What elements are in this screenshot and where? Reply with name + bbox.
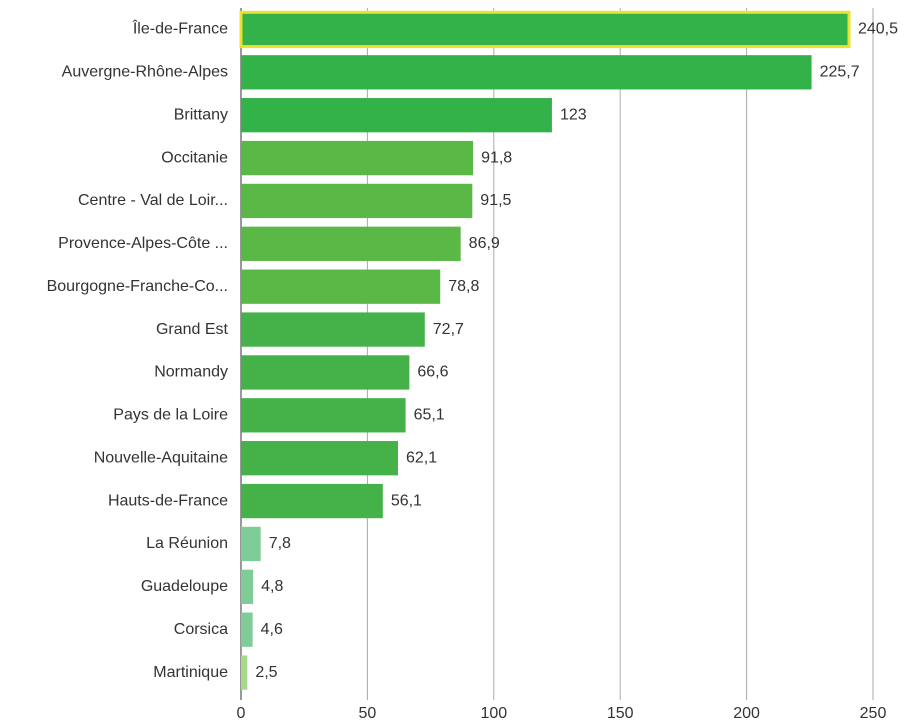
y-tick-label: Provence-Alpes-Côte ... xyxy=(58,235,228,252)
value-label: 72,7 xyxy=(433,321,464,338)
x-tick-label: 100 xyxy=(480,705,507,722)
y-tick-label: Martinique xyxy=(153,664,228,681)
value-label: 123 xyxy=(560,106,587,123)
bar xyxy=(241,55,812,90)
value-label: 240,5 xyxy=(858,21,898,38)
bar xyxy=(241,526,261,562)
bar xyxy=(241,398,406,433)
y-tick-label: Guadeloupe xyxy=(141,578,228,595)
value-label: 56,1 xyxy=(391,492,422,509)
y-tick-label: Pays de la Loire xyxy=(113,407,228,424)
value-label: 86,9 xyxy=(469,235,500,252)
y-tick-label: Centre - Val de Loir... xyxy=(78,192,228,209)
value-label: 91,8 xyxy=(481,149,512,166)
bar xyxy=(241,140,474,176)
value-label: 66,6 xyxy=(417,364,448,381)
y-tick-label: Corsica xyxy=(174,621,228,638)
value-label: 65,1 xyxy=(414,407,445,424)
y-tick-label: Brittany xyxy=(174,106,228,123)
bar xyxy=(241,355,410,390)
value-label: 4,6 xyxy=(261,621,283,638)
bar xyxy=(241,183,473,219)
value-label: 78,8 xyxy=(448,278,479,295)
x-tick-label: 250 xyxy=(860,705,887,722)
value-label: 225,7 xyxy=(820,64,860,81)
value-label: 7,8 xyxy=(269,535,291,552)
y-tick-label: Occitanie xyxy=(161,149,228,166)
y-tick-label: La Réunion xyxy=(146,535,228,552)
y-tick-label: Bourgogne-Franche-Co... xyxy=(47,278,228,295)
bar xyxy=(241,312,425,347)
bar xyxy=(241,441,398,476)
bar xyxy=(241,269,441,304)
x-tick-label: 0 xyxy=(237,705,246,722)
value-label: 4,8 xyxy=(261,578,283,595)
bar xyxy=(239,10,851,49)
bar xyxy=(241,98,552,133)
bar xyxy=(241,655,248,690)
value-label: 2,5 xyxy=(255,664,277,681)
y-tick-label: Hauts-de-France xyxy=(108,492,228,509)
y-tick-label: Île-de-France xyxy=(132,19,228,38)
bar xyxy=(241,483,383,519)
y-tick-label: Auvergne-Rhône-Alpes xyxy=(62,64,228,81)
x-tick-label: 50 xyxy=(359,705,377,722)
y-tick-label: Grand Est xyxy=(156,321,229,338)
value-label: 62,1 xyxy=(406,449,437,466)
bar xyxy=(241,612,253,647)
bar xyxy=(241,569,254,604)
bar xyxy=(241,226,461,261)
y-tick-label: Normandy xyxy=(154,364,228,381)
x-tick-label: 200 xyxy=(733,705,760,722)
value-label: 91,5 xyxy=(480,192,511,209)
x-tick-label: 150 xyxy=(607,705,634,722)
y-tick-label: Nouvelle-Aquitaine xyxy=(94,449,228,466)
